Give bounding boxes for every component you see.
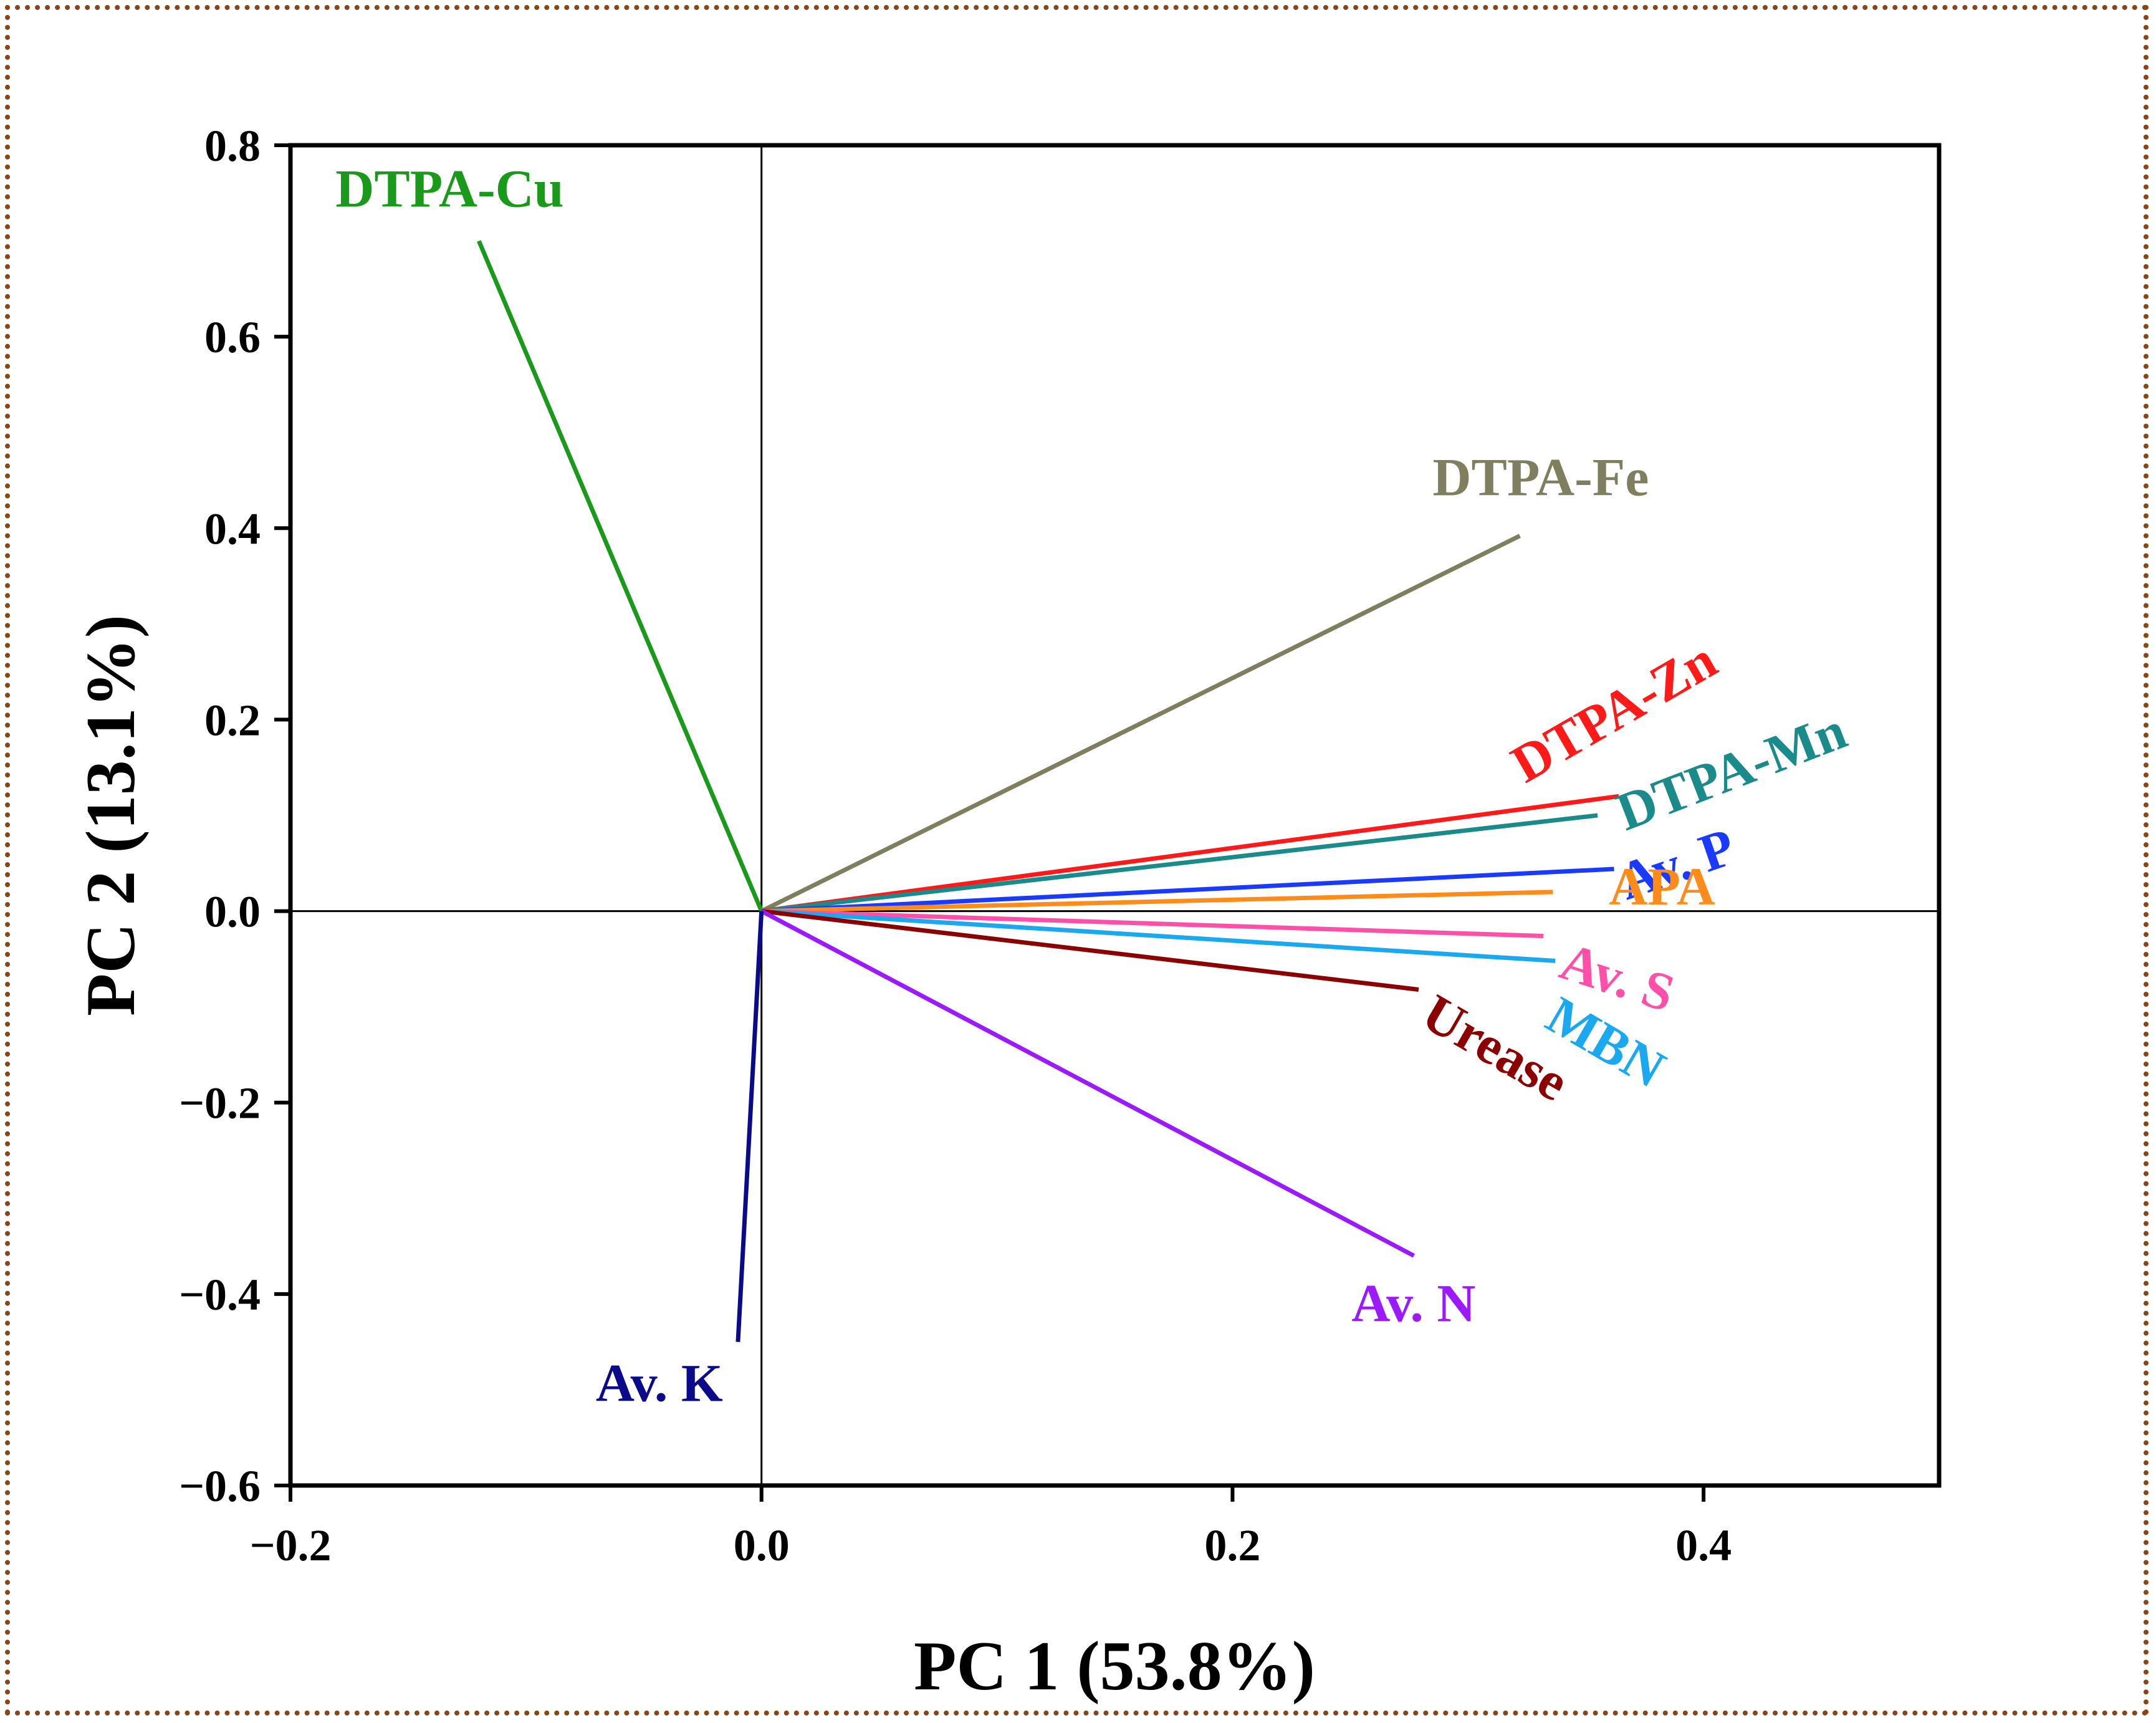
y-tick-label: −0.6 (179, 1461, 261, 1511)
vector-dtpa-mn (761, 813, 1598, 914)
y-tick-label: −0.4 (179, 1270, 261, 1320)
vector-av-n (760, 909, 1416, 1258)
x-tick-label: 0.2 (1204, 1520, 1260, 1570)
label-dtpa-fe: DTPA-Fe (1432, 448, 1649, 507)
axis-ticks: −0.2 0.0 0.2 0.4 −0.6 −0.4 −0.2 0.0 0.2 0.4 0.6 0.8 (179, 121, 1732, 1570)
label-apa: APA (1609, 857, 1715, 916)
vector-av-k (735, 911, 764, 1342)
vector-apa (761, 890, 1553, 914)
vector-mbn (761, 909, 1556, 963)
y-tick-label: 0.2 (204, 695, 261, 745)
x-tick-label: 0.4 (1675, 1520, 1732, 1570)
x-tick-label: −0.2 (249, 1520, 331, 1570)
label-dtpa-cu: DTPA-Cu (335, 159, 563, 219)
label-urease: Urease (1412, 982, 1578, 1113)
y-tick-label: −0.2 (179, 1078, 261, 1128)
x-axis-title: PC 1 (53.8%) (914, 1628, 1315, 1705)
y-tick-label: 0.0 (204, 887, 261, 937)
vector-av-p (761, 866, 1614, 914)
reference-lines (290, 145, 1939, 1485)
label-av-k: Av. K (596, 1353, 723, 1413)
vector-dtpa-fe (760, 534, 1521, 913)
vector-dtpa-zn (761, 794, 1619, 914)
loading-vectors (477, 240, 1619, 1342)
y-axis-title: PC 2 (13.1%) (72, 615, 150, 1016)
vector-urease (761, 909, 1419, 992)
y-tick-label: 0.6 (204, 312, 261, 362)
x-tick-label: 0.0 (734, 1520, 790, 1570)
plot-frame (288, 143, 1942, 1488)
vector-dtpa-cu (477, 240, 764, 912)
y-tick-label: 0.8 (204, 121, 261, 171)
y-tick-label: 0.4 (204, 504, 261, 554)
figure-border (5, 5, 2149, 1716)
label-av-n: Av. N (1351, 1273, 1475, 1333)
vector-av-s (761, 909, 1544, 938)
